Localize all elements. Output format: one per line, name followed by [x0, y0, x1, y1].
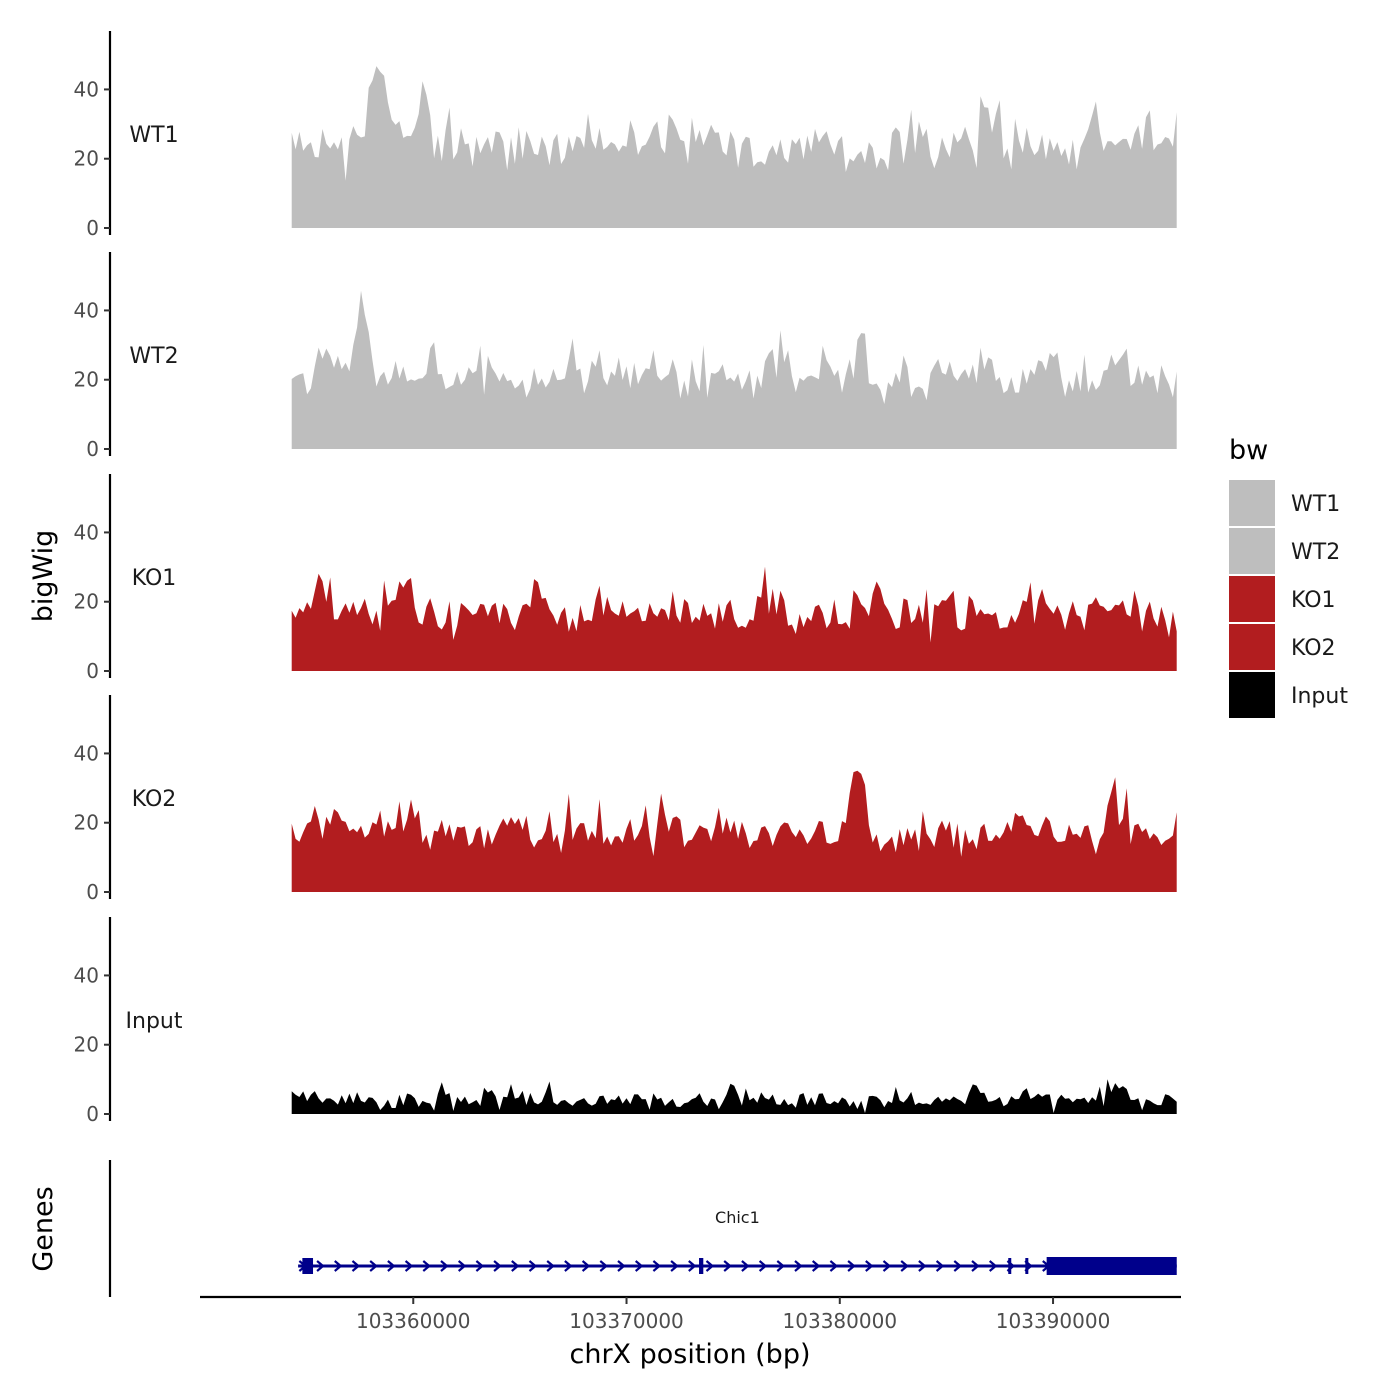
signal-tracks: 0 20 40 WT1 0 20 40 WT2 0 20 40 KO1 0 20 40 KO2 0 20 40 Inp…	[74, 31, 1177, 1126]
strand-arrow	[511, 1260, 520, 1272]
strand-arrow	[457, 1260, 467, 1272]
track-input: 0 20 40 Input	[74, 917, 1177, 1126]
strand-arrow	[351, 1260, 361, 1272]
track-label-ko2: KO2	[132, 787, 177, 812]
strand-arrow	[688, 1260, 697, 1272]
y-tick-label: 20	[74, 811, 99, 835]
strand-arrow	[953, 1260, 963, 1272]
y-axis-title: bigWig	[28, 530, 59, 623]
strand-arrow	[918, 1260, 927, 1272]
track-ko2: 0 20 40 KO2	[74, 695, 1177, 904]
x-axis-title: chrX position (bp)	[569, 1339, 810, 1370]
strand-arrow	[847, 1260, 856, 1272]
gene-track: Chic1	[108, 1160, 1177, 1297]
strand-arrow	[865, 1260, 874, 1272]
strand-arrow	[705, 1260, 715, 1272]
gene-exon	[699, 1258, 704, 1274]
y-tick-label: 0	[86, 659, 99, 683]
strand-arrow	[935, 1260, 945, 1272]
track-label-ko1: KO1	[132, 566, 177, 591]
legend-swatch-wt2	[1229, 528, 1275, 574]
gene-exon	[1008, 1258, 1012, 1274]
y-tick-label: 40	[74, 298, 99, 322]
gene-exon	[1025, 1258, 1029, 1274]
strand-arrow	[564, 1260, 573, 1272]
y-tick-label: 20	[74, 1033, 99, 1057]
track-wt1: 0 20 40 WT1	[74, 31, 1177, 240]
y-tick-label: 0	[86, 1102, 99, 1126]
strand-arrow	[670, 1260, 679, 1272]
strand-arrow	[475, 1260, 485, 1272]
legend-swatch-input	[1229, 672, 1275, 718]
strand-arrow	[741, 1260, 750, 1272]
strand-arrow	[316, 1260, 325, 1272]
strand-arrow	[387, 1260, 396, 1272]
x-tick-label: 103390000	[996, 1309, 1111, 1333]
strand-arrow	[652, 1260, 662, 1272]
legend-label-input: Input	[1291, 684, 1348, 709]
y-tick-label: 20	[74, 368, 99, 392]
y-tick-label: 0	[86, 216, 99, 240]
x-axis: 103360000 103370000 103380000 103390000	[200, 1295, 1181, 1333]
legend-title: bw	[1229, 435, 1268, 466]
strand-arrow	[758, 1260, 768, 1272]
gene-name-label: Chic1	[715, 1208, 760, 1227]
track-ko1: 0 20 40 KO1	[74, 474, 1177, 683]
strand-arrow	[829, 1260, 839, 1272]
y-tick-label: 40	[74, 741, 99, 765]
legend-label-wt1: WT1	[1291, 492, 1340, 517]
track-wt2: 0 20 40 WT2	[74, 252, 1177, 461]
x-tick-label: 103360000	[356, 1309, 471, 1333]
x-tick-label: 103380000	[783, 1309, 898, 1333]
strand-arrow	[882, 1260, 892, 1272]
legend-swatch-wt1	[1229, 480, 1275, 526]
x-tick-label: 103370000	[569, 1309, 684, 1333]
strand-arrow	[334, 1260, 343, 1272]
strand-arrow	[493, 1260, 502, 1272]
y-tick-label: 20	[74, 590, 99, 614]
signal-area-wt1	[291, 66, 1177, 228]
strand-arrow	[900, 1260, 909, 1272]
strand-arrow	[440, 1260, 449, 1272]
strand-arrow	[776, 1260, 786, 1272]
legend-label-ko2: KO2	[1291, 636, 1336, 661]
signal-area-ko1	[291, 566, 1177, 671]
strand-arrow	[634, 1260, 644, 1272]
legend-label-ko1: KO1	[1291, 588, 1336, 613]
track-label-input: Input	[126, 1009, 183, 1034]
strand-arrow	[988, 1260, 998, 1272]
signal-area-input	[291, 1079, 1177, 1114]
gene-exon	[302, 1258, 314, 1274]
y-tick-label: 40	[74, 963, 99, 987]
strand-arrow	[794, 1260, 803, 1272]
legend-swatch-ko2	[1229, 624, 1275, 670]
strand-arrow	[599, 1260, 608, 1272]
y-tick-label: 20	[74, 147, 99, 171]
strand-arrow	[369, 1260, 378, 1272]
legend-label-wt2: WT2	[1291, 540, 1340, 565]
strand-arrow	[811, 1260, 821, 1272]
track-label-wt2: WT2	[129, 344, 178, 369]
strand-arrow	[617, 1260, 626, 1272]
y-tick-label: 40	[74, 77, 99, 101]
strand-arrow	[528, 1260, 538, 1272]
strand-arrow	[723, 1260, 732, 1272]
y-tick-label: 40	[74, 520, 99, 544]
strand-arrows	[298, 1260, 1051, 1272]
gene-exon	[1046, 1257, 1177, 1275]
track-label-wt1: WT1	[129, 123, 178, 148]
strand-arrow	[971, 1260, 980, 1272]
legend-swatch-ko1	[1229, 576, 1275, 622]
y-tick-label: 0	[86, 880, 99, 904]
strand-arrow	[404, 1260, 414, 1272]
strand-arrow	[546, 1260, 555, 1272]
strand-arrow	[581, 1260, 591, 1272]
genes-axis-title: Genes	[28, 1186, 59, 1271]
y-tick-label: 0	[86, 437, 99, 461]
strand-arrow	[422, 1260, 431, 1272]
signal-area-ko2	[291, 770, 1177, 892]
legend: bw WT1 WT2 KO1 KO2 Input	[1229, 435, 1348, 718]
signal-area-wt2	[291, 290, 1177, 449]
